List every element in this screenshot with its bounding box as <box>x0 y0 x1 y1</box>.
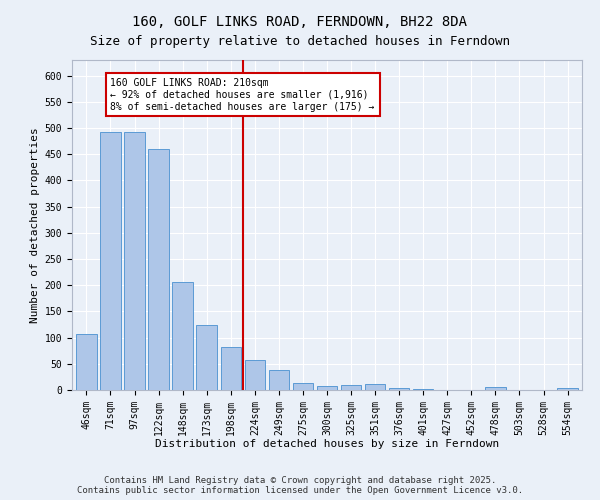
Bar <box>293 383 313 390</box>
Bar <box>317 386 337 390</box>
Bar <box>269 370 289 390</box>
Bar <box>196 325 217 390</box>
Bar <box>100 132 121 390</box>
Bar <box>148 149 169 390</box>
Text: 160, GOLF LINKS ROAD, FERNDOWN, BH22 8DA: 160, GOLF LINKS ROAD, FERNDOWN, BH22 8DA <box>133 15 467 29</box>
X-axis label: Distribution of detached houses by size in Ferndown: Distribution of detached houses by size … <box>155 439 499 449</box>
Text: Contains HM Land Registry data © Crown copyright and database right 2025.
Contai: Contains HM Land Registry data © Crown c… <box>77 476 523 495</box>
Bar <box>245 360 265 390</box>
Bar <box>221 347 241 390</box>
Bar <box>413 389 433 390</box>
Bar <box>124 132 145 390</box>
Bar <box>172 282 193 390</box>
Bar <box>76 334 97 390</box>
Bar <box>389 388 409 390</box>
Bar <box>557 388 578 390</box>
Y-axis label: Number of detached properties: Number of detached properties <box>31 127 40 323</box>
Text: 160 GOLF LINKS ROAD: 210sqm
← 92% of detached houses are smaller (1,916)
8% of s: 160 GOLF LINKS ROAD: 210sqm ← 92% of det… <box>110 78 375 112</box>
Bar <box>485 388 506 390</box>
Text: Size of property relative to detached houses in Ferndown: Size of property relative to detached ho… <box>90 35 510 48</box>
Bar <box>365 384 385 390</box>
Bar <box>341 385 361 390</box>
